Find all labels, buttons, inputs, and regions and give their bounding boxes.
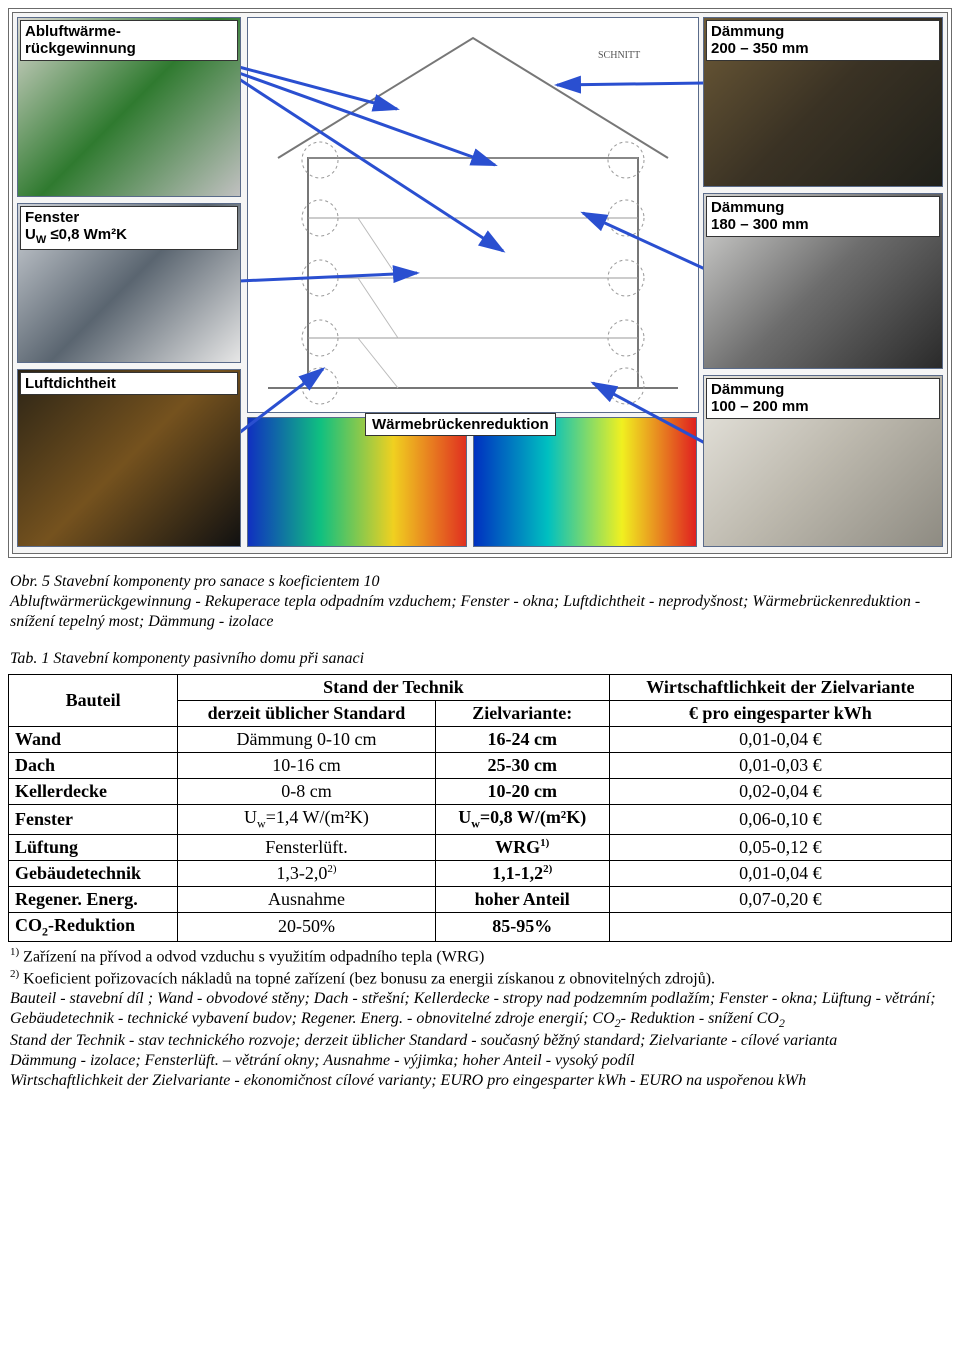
cell-derzeit: Uw=1,4 W/(m²K) [178, 805, 436, 835]
schnitt-label: SCHNITT [598, 50, 640, 61]
panel-luftdicht: Luftdichtheit [17, 369, 241, 547]
figure-5-frame: SCHNITT [8, 8, 952, 558]
th-derzeit: derzeit üblicher Standard [178, 701, 436, 727]
table-row: LüftungFensterlüft.WRG1)0,05-0,12 € [9, 834, 952, 860]
cell-wirt: 0,02-0,04 € [609, 779, 951, 805]
cell-bauteil: Dach [9, 753, 178, 779]
th-wirt-sub: € pro eingesparter kWh [609, 701, 951, 727]
cell-wirt: 0,07-0,20 € [609, 886, 951, 912]
cell-wirt: 0,01-0,04 € [609, 727, 951, 753]
cell-ziel: 10-20 cm [435, 779, 609, 805]
table-1-caption: Tab. 1 Stavební komponenty pasivního dom… [10, 650, 950, 668]
th-stand: Stand der Technik [178, 675, 609, 701]
cell-bauteil: Kellerdecke [9, 779, 178, 805]
glossary-4: Wirtschaftlichkeit der Zielvariante - ek… [10, 1071, 950, 1091]
cell-wirt: 0,06-0,10 € [609, 805, 951, 835]
cell-bauteil: Gebäudetechnik [9, 860, 178, 886]
panel-daemm2: Dämmung180 – 300 mm [703, 193, 943, 369]
figure-5-caption: Obr. 5 Stavební komponenty pro sanace s … [10, 572, 950, 632]
glossary-3: Dämmung - izolace; Fensterlüft. – větrán… [10, 1051, 950, 1071]
cell-ziel: 16-24 cm [435, 727, 609, 753]
table-row: Regener. Energ.Ausnahmehoher Anteil0,07-… [9, 886, 952, 912]
glossary-2: Stand der Technik - stav technického roz… [10, 1031, 950, 1051]
table-body: WandDämmung 0-10 cm16-24 cm0,01-0,04 €Da… [9, 727, 952, 942]
th-ziel: Zielvariante: [435, 701, 609, 727]
cell-derzeit: Ausnahme [178, 886, 436, 912]
waermebruecken-label: Wärmebrückenreduktion [365, 413, 556, 436]
cell-ziel: 25-30 cm [435, 753, 609, 779]
panel-label-luftdicht: Luftdichtheit [20, 372, 238, 395]
cell-derzeit: Fensterlüft. [178, 834, 436, 860]
table-row: WandDämmung 0-10 cm16-24 cm0,01-0,04 € [9, 727, 952, 753]
thermal-image-1 [247, 417, 467, 547]
cell-ziel: WRG1) [435, 834, 609, 860]
cell-wirt [609, 912, 951, 942]
cell-ziel: 85-95% [435, 912, 609, 942]
table-1: Bauteil Stand der Technik Wirtschaftlich… [8, 674, 952, 942]
cell-derzeit: 1,3-2,02) [178, 860, 436, 886]
building-section-drawing: SCHNITT [247, 17, 699, 413]
table-row: Gebäudetechnik1,3-2,02)1,1-1,22)0,01-0,0… [9, 860, 952, 886]
cell-derzeit: 20-50% [178, 912, 436, 942]
panel-label-daemm3: Dämmung100 – 200 mm [706, 378, 940, 419]
panel-label-fenster: FensterUW ≤0,8 Wm²K [20, 206, 238, 250]
cell-derzeit: Dämmung 0-10 cm [178, 727, 436, 753]
panel-label-abluft: Abluftwärme-rückgewinnung [20, 20, 238, 61]
th-bauteil: Bauteil [9, 675, 178, 727]
panel-daemm1: Dämmung200 – 350 mm [703, 17, 943, 187]
footnote-1: 1) Zařízení na přívod a odvod vzduchu s … [10, 946, 950, 967]
table-row: Kellerdecke0-8 cm10-20 cm0,02-0,04 € [9, 779, 952, 805]
cell-wirt: 0,01-0,04 € [609, 860, 951, 886]
panel-daemm3: Dämmung100 – 200 mm [703, 375, 943, 547]
house-section-svg: SCHNITT [248, 18, 698, 412]
cell-bauteil: Lüftung [9, 834, 178, 860]
glossary-1: Bauteil - stavební díl ; Wand - obvodové… [10, 989, 950, 1031]
table-row: Dach10-16 cm25-30 cm0,01-0,03 € [9, 753, 952, 779]
cell-ziel: 1,1-1,22) [435, 860, 609, 886]
table-row: CO2-Reduktion20-50%85-95% [9, 912, 952, 942]
th-wirt-top: Wirtschaftlichkeit der Zielvariante [609, 675, 951, 701]
footnotes: 1) Zařízení na přívod a odvod vzduchu s … [10, 946, 950, 1091]
panel-label-daemm2: Dämmung180 – 300 mm [706, 196, 940, 237]
caption-lead: Obr. 5 Stavební komponenty pro sanace s … [10, 573, 380, 590]
cell-wirt: 0,05-0,12 € [609, 834, 951, 860]
cell-ziel: Uw=0,8 W/(m²K) [435, 805, 609, 835]
table-row: FensterUw=1,4 W/(m²K)Uw=0,8 W/(m²K)0,06-… [9, 805, 952, 835]
panel-abluft: Abluftwärme-rückgewinnung [17, 17, 241, 197]
cell-bauteil: Wand [9, 727, 178, 753]
cell-bauteil: Regener. Energ. [9, 886, 178, 912]
cell-derzeit: 0-8 cm [178, 779, 436, 805]
cell-bauteil: CO2-Reduktion [9, 912, 178, 942]
caption-body: Abluftwärmerückgewinnung - Rekuperace te… [10, 593, 920, 630]
cell-derzeit: 10-16 cm [178, 753, 436, 779]
cell-bauteil: Fenster [9, 805, 178, 835]
panel-fenster: FensterUW ≤0,8 Wm²K [17, 203, 241, 363]
footnote-2: 2) Koeficient pořizovacích nákladů na to… [10, 968, 950, 989]
panel-label-daemm1: Dämmung200 – 350 mm [706, 20, 940, 61]
thermal-image-2 [473, 417, 697, 547]
cell-wirt: 0,01-0,03 € [609, 753, 951, 779]
figure-5-canvas: SCHNITT [12, 12, 948, 554]
cell-ziel: hoher Anteil [435, 886, 609, 912]
